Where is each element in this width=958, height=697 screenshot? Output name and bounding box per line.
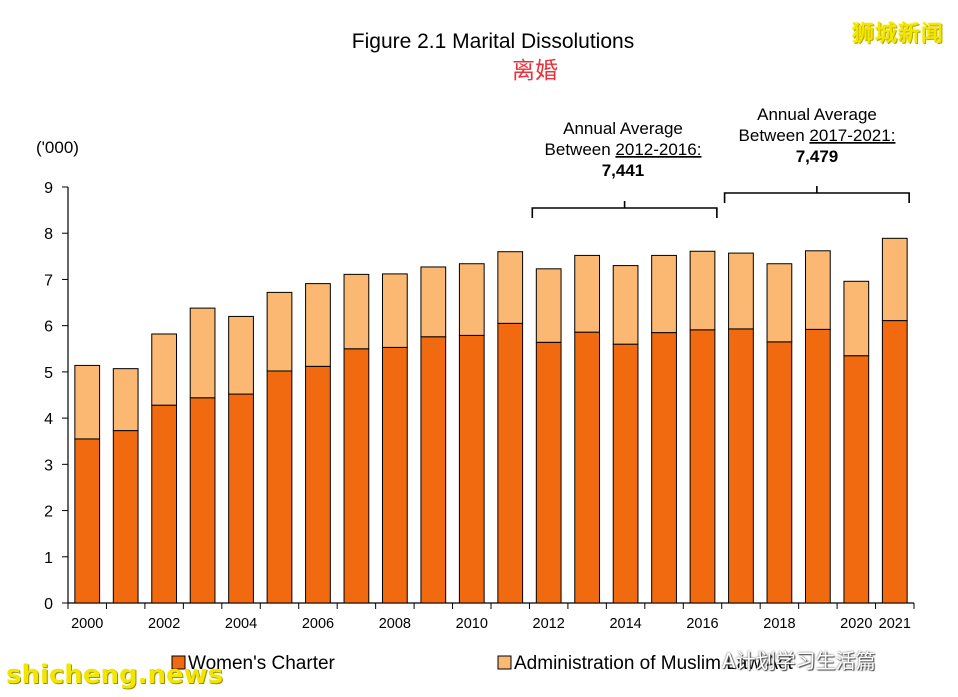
bar-womens-charter-2017: [728, 328, 754, 604]
annotation-value: 7,479: [796, 147, 839, 166]
x-tick-label: 2004: [225, 616, 257, 632]
x-tick-label: 2010: [456, 616, 488, 632]
bar-womens-charter-2002: [151, 404, 178, 604]
wechat-watermark: A计划学习生活篇: [722, 649, 876, 673]
shicheng-logo-watermark: 狮城新闻: [851, 22, 944, 47]
x-tick-label: 2008: [379, 616, 411, 632]
bar-amla-2020: [843, 280, 870, 357]
bar-womens-charter-2012: [535, 341, 562, 604]
x-tick-label: 2000: [71, 616, 103, 632]
legend-swatch-womens-charter: [171, 655, 186, 670]
annotation-line2: Between 2012-2016:: [545, 140, 702, 159]
bar-amla-2014: [612, 265, 639, 345]
y-tick-label: 1: [44, 550, 53, 567]
site-watermark: shicheng.news: [6, 660, 224, 690]
annotation-value: 7,441: [602, 161, 645, 180]
bar-amla-2004: [228, 315, 254, 395]
bar-womens-charter-2009: [420, 336, 447, 604]
bar-amla-2010: [458, 263, 485, 336]
y-tick-label: 5: [44, 365, 53, 382]
bar-womens-charter-2001: [112, 430, 139, 604]
bar-amla-2015: [651, 254, 677, 334]
bar-womens-charter-2006: [305, 365, 331, 604]
bar-womens-charter-2010: [458, 334, 485, 604]
x-tick-label: 2020: [840, 616, 872, 632]
bar-womens-charter-2016: [689, 329, 716, 604]
chart-title: Figure 2.1 Marital Dissolutions: [352, 30, 634, 53]
bar-amla-2008: [381, 273, 408, 348]
bar-womens-charter-2013: [574, 331, 601, 604]
annotation-period: 2012-2016:: [615, 140, 701, 159]
bar-womens-charter-2004: [228, 393, 254, 604]
bar-amla-2012: [535, 268, 562, 343]
bar-womens-charter-2020: [843, 355, 870, 604]
bar-amla-2013: [574, 254, 601, 333]
bar-amla-2018: [766, 263, 793, 343]
bar-amla-2002: [151, 333, 178, 406]
y-tick-label: 7: [44, 272, 53, 289]
legend-label-amla: Administration of Muslim Law Act: [514, 653, 793, 674]
bar-amla-2005: [266, 291, 293, 372]
bar-womens-charter-2003: [189, 397, 216, 604]
bar-amla-2016: [689, 250, 716, 331]
x-tick-label: 2012: [533, 616, 565, 632]
annotation-brace: [723, 186, 910, 203]
annotation-brace: [531, 201, 718, 218]
x-tick-label: 2021: [879, 616, 911, 632]
bar-womens-charter-2007: [343, 348, 370, 604]
bar-womens-charter-2000: [74, 438, 101, 604]
bar-amla-2006: [305, 283, 331, 367]
bar-amla-2019: [804, 250, 831, 330]
bar-amla-2021: [881, 237, 908, 322]
annotation-line1: Annual Average: [563, 119, 683, 138]
x-tick-label: 2002: [148, 616, 180, 632]
y-tick-label: 4: [44, 411, 53, 428]
bar-womens-charter-2014: [612, 343, 639, 604]
bar-amla-2017: [728, 252, 754, 330]
bar-amla-2009: [420, 266, 447, 338]
annotation-period: 2017-2021:: [809, 126, 895, 145]
bar-amla-2011: [497, 251, 524, 324]
bar-amla-2000: [74, 364, 101, 440]
bar-womens-charter-2015: [651, 332, 677, 604]
y-tick-label: 6: [44, 319, 53, 336]
y-tick-label: 3: [44, 457, 53, 474]
y-tick-label: 9: [44, 180, 53, 197]
x-tick-label: 2018: [763, 616, 795, 632]
annotation-between-text: Between: [739, 126, 810, 145]
y-tick-label: 0: [44, 596, 53, 613]
bar-womens-charter-2005: [266, 370, 293, 604]
legend-label-womens-charter: Women's Charter: [188, 653, 336, 674]
y-axis-unit-label: ('000): [36, 138, 79, 157]
y-tick-label: 8: [44, 226, 53, 243]
bar-womens-charter-2011: [497, 322, 524, 604]
annotation-between-text: Between: [545, 140, 616, 159]
annotation-line2: Between 2017-2021:: [739, 126, 896, 145]
bar-womens-charter-2021: [881, 320, 908, 604]
bar-amla-2001: [112, 368, 139, 432]
chart-subtitle: 离婚: [512, 58, 558, 84]
bar-amla-2003: [189, 307, 216, 399]
annotation-line1: Annual Average: [757, 105, 877, 124]
legend-swatch-amla: [497, 655, 512, 670]
x-tick-label: 2014: [609, 616, 641, 632]
bar-amla-2007: [343, 273, 370, 350]
x-tick-label: 2016: [686, 616, 718, 632]
bar-womens-charter-2008: [381, 346, 408, 604]
bar-womens-charter-2018: [766, 341, 793, 604]
x-tick-label: 2006: [302, 616, 334, 632]
bar-womens-charter-2019: [804, 328, 831, 604]
y-tick-label: 2: [44, 504, 53, 521]
